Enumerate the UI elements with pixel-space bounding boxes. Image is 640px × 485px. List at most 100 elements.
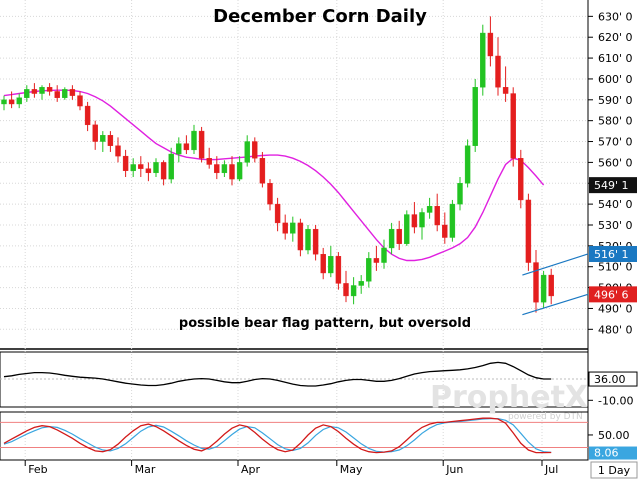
price-callout-label: 549' 1 [594,179,629,192]
candle-body [495,55,501,88]
candle-body [198,130,205,159]
month-label: Apr [241,463,261,476]
candle-body [130,164,136,171]
candle-body [419,212,425,228]
candle-body [312,228,319,255]
candle-body [39,87,45,94]
candle-body [411,214,418,228]
candle-body [335,256,342,284]
price-panel [0,0,588,348]
candle-body [328,256,334,274]
candle-body [62,89,68,98]
candle-body [373,258,380,263]
month-labels: Feb Mar Apr May Jun Jul [24,460,558,476]
price-callouts: 549' 1 516' 1 496' 6 [589,177,637,303]
month-label: Mar [135,463,156,476]
price-tick-label: 480' 0 [598,323,633,336]
candle-body [145,168,152,174]
candle-body [480,32,486,88]
candle-body [54,91,60,98]
candle-body [343,283,349,297]
price-tick-label: 540' 0 [598,198,633,211]
month-label: Feb [28,463,47,476]
oscillator-2-tick-label: 50.00 [598,429,630,442]
candle-body [442,224,448,238]
candle-body [540,274,547,303]
candle-body [548,274,554,297]
month-label: May [340,463,363,476]
candle-body [138,164,144,169]
candle-body [457,183,463,205]
pattern-annotation: possible bear flag pattern, but oversold [179,316,471,331]
month-label: Jul [544,463,558,476]
candle-body [8,99,15,105]
candle-body [183,143,190,151]
candle-body [533,262,539,303]
moving-average-line [3,89,545,262]
chart-title: December Corn Daily [213,6,427,27]
price-callout-label: 496' 6 [594,288,629,301]
candle-body [426,206,433,213]
price-callout-tag [589,286,637,303]
price-tick-label: 630' 0 [598,10,633,23]
candle-body [77,95,83,107]
price-tick-label: 490' 0 [598,302,633,315]
price-tick-label: 590' 0 [598,94,633,107]
price-callout-label: 516' 1 [594,248,629,261]
moving-average-layer [3,89,545,262]
candle-body [236,162,243,180]
watermark-text: ProphetX [430,380,588,415]
candle-body [206,158,212,165]
price-tick-label: 570' 0 [598,136,633,149]
candle-body [464,145,471,184]
oscillator-1-layer [0,361,588,387]
candle-body [24,89,30,98]
candle-body [92,124,98,142]
oscillator-1-line [3,361,552,387]
candle-body [31,89,38,94]
oscillator-2-d-line [3,418,552,453]
candle-body [176,143,182,155]
candle-body [305,228,311,251]
candlestick-layer [1,16,554,313]
channel-lower-line [522,293,589,316]
candle-body [358,281,364,286]
watermark-subtext: powered by DTN [508,412,583,422]
timeframe-label[interactable]: 1 Day [598,464,631,477]
price-tick-label: 560' 0 [598,156,633,169]
candle-body [115,145,121,157]
candle-body [290,222,296,234]
candle-body [502,87,509,94]
price-callout-tag [589,245,637,262]
candle-body [388,228,395,249]
candle-body [381,247,387,263]
candle-body [518,158,524,201]
candle-body [221,164,228,174]
candle-body [84,105,91,126]
candle-body [449,203,456,238]
candle-body [404,214,410,244]
price-tick-label: 610' 0 [598,52,633,65]
candle-body [434,206,440,226]
oscillator-2-value-tag [589,446,637,460]
candle-body [510,93,516,159]
candle-body [214,164,220,174]
candle-body [244,141,250,163]
price-tick-label: 580' 0 [598,115,633,128]
candle-body [191,130,197,151]
timeframe-box[interactable] [590,461,638,479]
candle-body [122,155,129,171]
oscillator-2-k-line [3,417,552,454]
candle-body [274,203,281,224]
price-tick-label: 530' 0 [598,219,633,232]
candle-body [168,153,174,180]
candle-body [267,183,273,205]
oscillator-2-layer [0,417,588,454]
candle-body [229,164,235,180]
candle-body [396,228,402,244]
price-callout-tag [589,177,637,194]
flag-channel-layer [522,253,589,316]
price-tick-label: 620' 0 [598,31,633,44]
